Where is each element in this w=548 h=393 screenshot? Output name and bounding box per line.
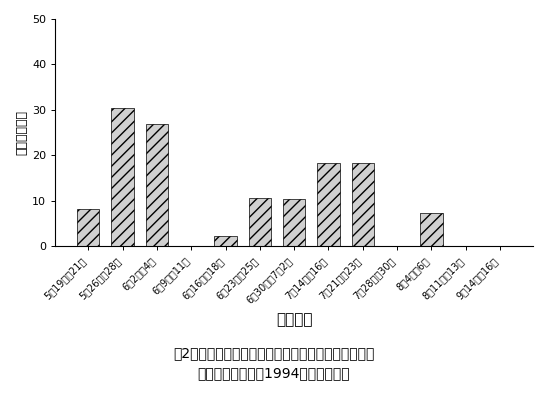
Bar [420, 213, 443, 246]
Bar [352, 163, 374, 246]
Text: 寄生率の消長（1994年調査結果）: 寄生率の消長（1994年調査結果） [198, 366, 350, 380]
Bar [249, 198, 271, 246]
X-axis label: 調査月日: 調査月日 [276, 312, 312, 327]
Bar [146, 123, 168, 246]
Y-axis label: 寄生率（％）: 寄生率（％） [15, 110, 28, 155]
Bar [214, 236, 237, 246]
Text: 図2　コナガおとりトラップによるトリコグラマ属の: 図2 コナガおとりトラップによるトリコグラマ属の [173, 347, 375, 361]
Bar [77, 209, 99, 246]
Bar [111, 108, 134, 246]
Bar [283, 199, 305, 246]
Bar [317, 163, 340, 246]
